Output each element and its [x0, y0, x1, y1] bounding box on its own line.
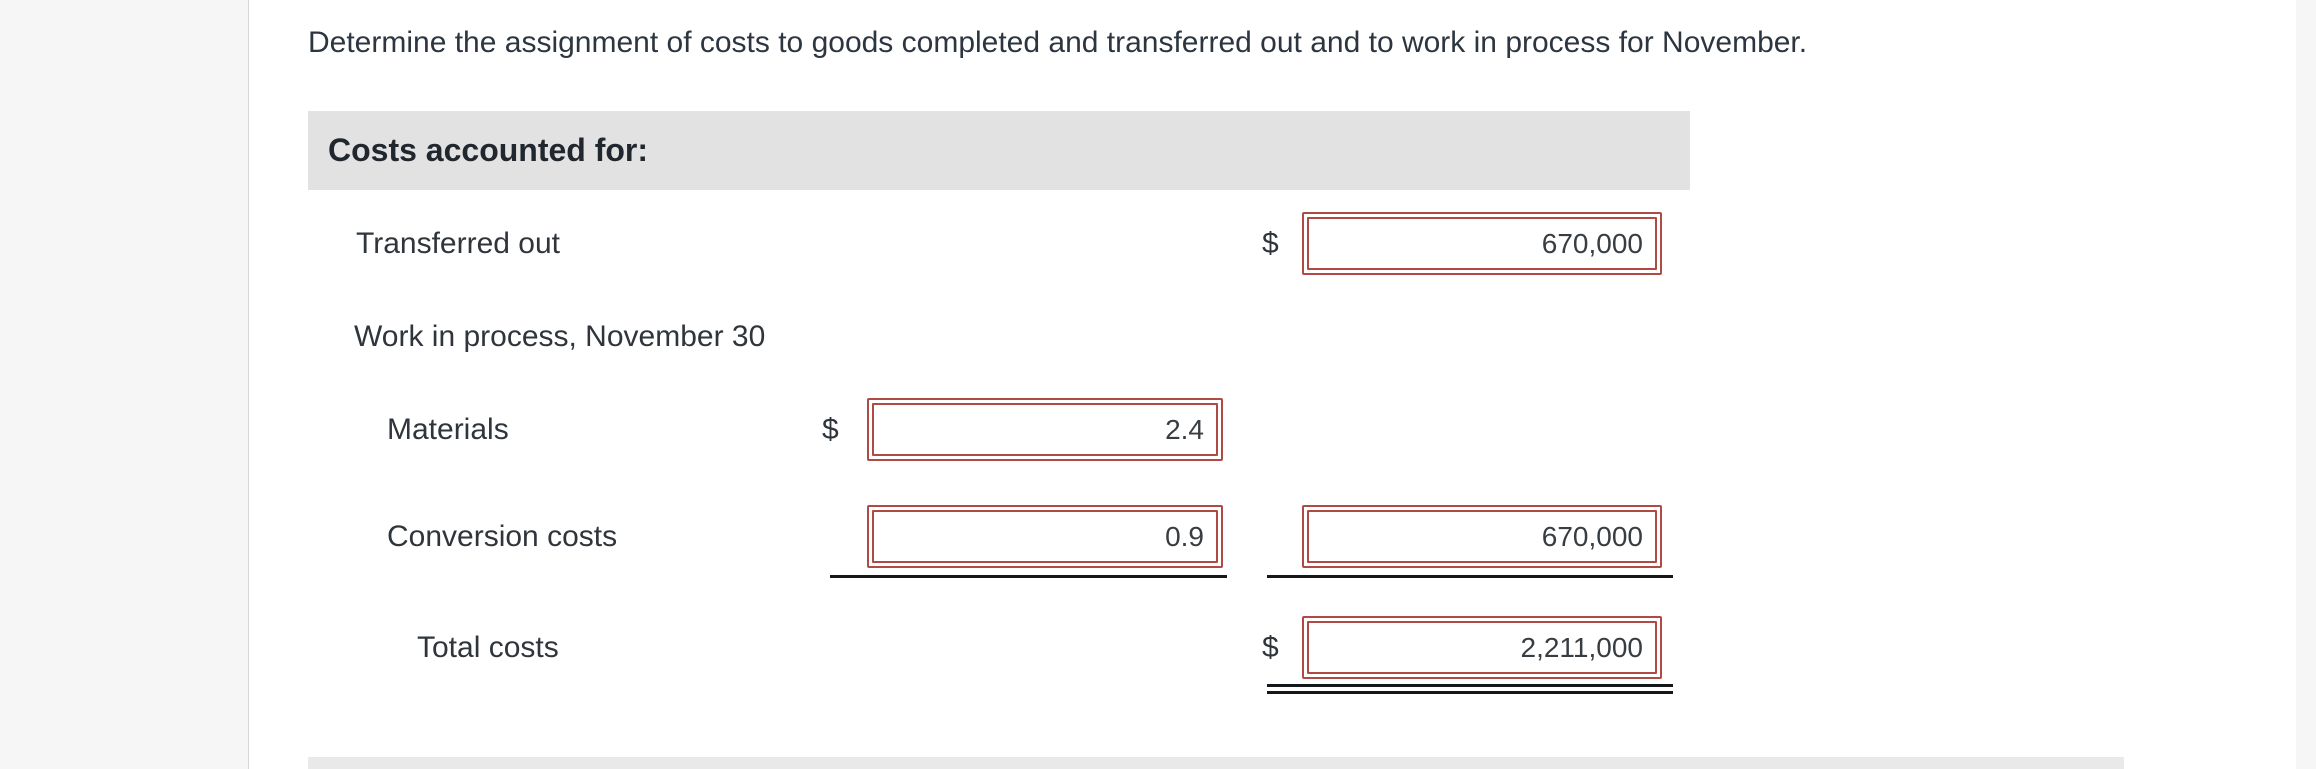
work-in-process-label: Work in process, November 30 — [354, 320, 766, 353]
transferred-out-amount-input[interactable] — [1307, 217, 1657, 270]
materials-value-box — [867, 398, 1223, 461]
total-costs-label: Total costs — [417, 631, 559, 664]
conversion-costs-value-input[interactable] — [872, 510, 1218, 563]
conversion-costs-value-box — [867, 505, 1223, 568]
total-costs-amount-box — [1302, 616, 1662, 679]
section-header-bar: Costs accounted for: — [308, 111, 1690, 190]
section-header-label: Costs accounted for: — [328, 132, 649, 168]
transferred-out-amount-box — [1302, 212, 1662, 275]
conversion-costs-amount-box — [1302, 505, 1662, 568]
total-double-underline — [1267, 684, 1673, 694]
dollar-sign: $ — [822, 413, 839, 446]
dollar-sign: $ — [1262, 631, 1279, 664]
conversion-costs-amount-input[interactable] — [1307, 510, 1657, 563]
materials-value-input[interactable] — [872, 403, 1218, 456]
subtotal-underline-right — [1267, 575, 1673, 578]
next-section-bar — [308, 757, 2124, 769]
total-costs-amount-input[interactable] — [1307, 621, 1657, 674]
transferred-out-label: Transferred out — [356, 227, 560, 260]
materials-label: Materials — [387, 413, 509, 446]
subtotal-underline-left — [830, 575, 1227, 578]
conversion-costs-label: Conversion costs — [387, 520, 618, 553]
instruction-text: Determine the assignment of costs to goo… — [308, 26, 1808, 59]
dollar-sign: $ — [1262, 227, 1279, 260]
